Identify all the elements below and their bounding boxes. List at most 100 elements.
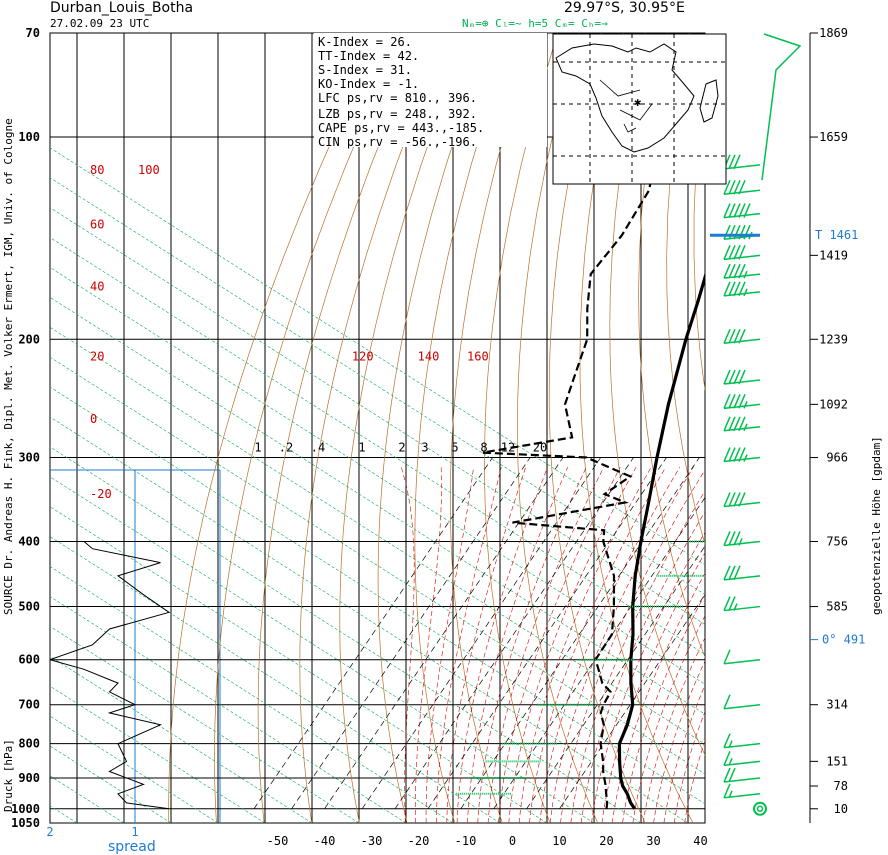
temperature-tick-label: 30 [646, 834, 660, 848]
moist-adiabat [508, 466, 637, 823]
temperature-tick-label: -50 [267, 834, 289, 848]
moist-adiabat [591, 531, 705, 823]
saturated-isentrope [50, 476, 595, 823]
saturated-isentrope [50, 386, 705, 805]
height-tick-label: 151 [826, 754, 848, 768]
saturated-isentrope [50, 177, 705, 595]
index-row: LFC ps,rv = 810., 396. [318, 91, 477, 105]
y2-axis-label: geopotenzielle Höhe [gpdam] [870, 436, 883, 615]
dry-adiabat [299, 33, 449, 823]
mixing-ratio-label: 20 [533, 441, 547, 455]
dry-adiabat [579, 33, 694, 823]
index-row: S-Index = 31. [318, 63, 412, 77]
dry-adiabat [843, 33, 888, 823]
saturated-isentrope [50, 536, 501, 823]
pressure-tick-label: 600 [18, 653, 40, 667]
moist-adiabat [673, 710, 705, 823]
dry-adiabat-label: 100 [138, 163, 160, 177]
dry-adiabat [638, 33, 705, 659]
dry-adiabat [168, 33, 383, 823]
temperature-tick-label: -20 [408, 834, 430, 848]
dry-adiabat [609, 33, 705, 756]
africa-coastline [555, 43, 695, 153]
mixing-ratio-line [324, 457, 564, 809]
mixing-ratio-label: 2 [398, 441, 405, 455]
dry-adiabat [693, 75, 705, 392]
stability-indices-table: K-Index = 26. TT-Index = 42. S-Index = 3… [314, 33, 547, 149]
moist-adiabat [539, 466, 681, 823]
wind-barb [723, 154, 761, 170]
mixing-ratio-label: 5 [451, 441, 458, 455]
wind-barb [723, 767, 761, 783]
wind-barb [723, 179, 761, 195]
wind-barb [723, 694, 761, 710]
saturated-isentrope [50, 326, 705, 745]
wind-barb [723, 492, 761, 508]
wind-barb [723, 733, 761, 749]
mixing-ratio-label: 1 [358, 441, 365, 455]
moist-adiabat [663, 684, 705, 823]
pressure-tick-label: 500 [18, 600, 40, 614]
height-tick-label: 10 [834, 802, 848, 816]
calm-wind-dot [756, 805, 764, 813]
wind-barb [723, 203, 761, 219]
location-map: ✱ [552, 33, 727, 185]
moist-adiabat-label: 140 [418, 349, 440, 363]
dry-adiabat-label: 60 [90, 218, 104, 232]
temperature-tick-label: 20 [599, 834, 613, 848]
temperature-profile [617, 271, 705, 810]
moist-adiabat [467, 466, 568, 823]
wind-barb [723, 565, 761, 581]
mixing-ratio-line [559, 593, 705, 809]
wind-barb [723, 224, 761, 240]
height-tick-label: 1092 [819, 397, 848, 411]
moist-adiabat [477, 466, 587, 823]
wind-barb [723, 751, 761, 767]
temperature-tick-label: -40 [314, 834, 336, 848]
wind-barb [723, 281, 761, 297]
moist-adiabat [611, 572, 705, 823]
spread-profile [50, 541, 171, 810]
moist-adiabat [425, 467, 474, 823]
temperature-tick-label: 40 [693, 834, 707, 848]
height-tick-label: 1659 [819, 130, 848, 144]
moist-adiabat [580, 511, 705, 823]
moist-adiabat [401, 467, 415, 823]
index-row: CIN ps,rv = -56.,-196. [318, 135, 477, 149]
pressure-tick-label: 800 [18, 737, 40, 751]
moist-adiabat [529, 466, 666, 823]
saturated-isentrope [50, 775, 125, 823]
tropopause-label: T 1461 [815, 228, 858, 242]
wind-barb [723, 245, 761, 261]
moist-adiabat [518, 466, 652, 823]
mixing-ratio-label: 12 [501, 441, 515, 455]
wind-barb [723, 531, 761, 547]
pressure-tick-label: 70 [26, 26, 40, 40]
mixing-ratio-line [493, 497, 705, 809]
height-tick-label: 1239 [819, 332, 848, 346]
saturated-isentrope [50, 506, 548, 823]
pressure-tick-label: 900 [18, 771, 40, 785]
dry-adiabat [377, 33, 492, 823]
saturated-isentrope [50, 416, 689, 823]
labels-layer: 7010020030040050060070080090010001050-50… [11, 26, 865, 848]
height-tick-label: 585 [826, 600, 848, 614]
saturated-isentrope [50, 596, 407, 823]
date-time: 27.02.09 23 UTC [50, 17, 149, 30]
mixing-ratio-line [361, 457, 601, 809]
index-row: CAPE ps,rv = 443.,-185. [318, 121, 484, 135]
mixing-ratio-label: 1 [254, 441, 261, 455]
wind-barbs-layer [723, 33, 802, 816]
pressure-tick-label: 700 [18, 698, 40, 712]
mixing-ratio-line [526, 545, 705, 809]
mixing-ratio-label: .2 [279, 441, 293, 455]
mixing-ratio-line [291, 457, 531, 809]
wind-barb [723, 369, 761, 385]
spread-tick-label: 2 [46, 825, 53, 839]
dry-adiabat-label: -20 [90, 487, 112, 501]
saturated-isentrope [50, 147, 705, 565]
saturated-isentrope [50, 745, 172, 823]
country-borders [599, 79, 653, 133]
dry-adiabat [414, 33, 514, 823]
